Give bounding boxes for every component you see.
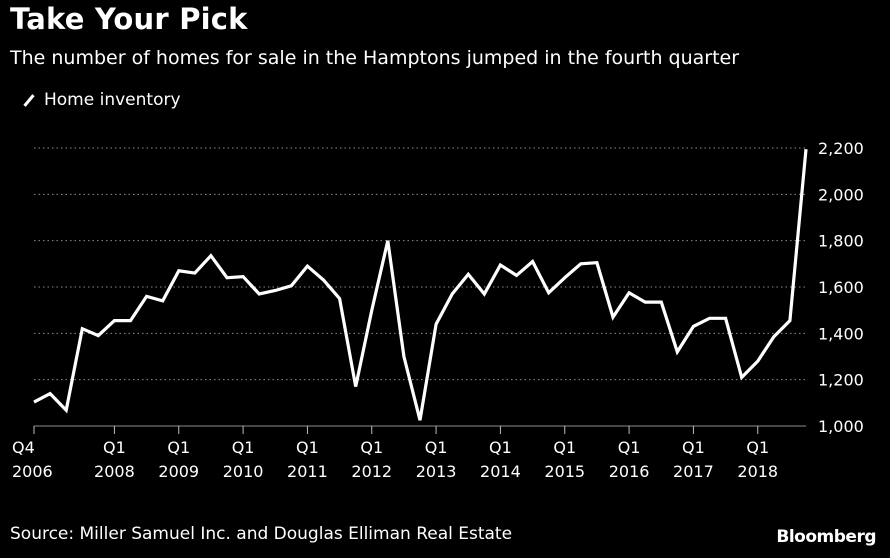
y-tick-label: 1,000 [818,417,864,436]
x-tick-label-quarter: Q4 [12,438,35,457]
x-tick-label-quarter: Q1 [103,438,126,457]
y-tick-label: 2,000 [818,185,864,204]
x-tick-label-year: 2006 [12,462,53,481]
x-tick-label-year: 2013 [416,462,457,481]
x-tick-label-quarter: Q1 [553,438,576,457]
legend-label: Home inventory [44,90,181,110]
y-axis: 1,000 1,200 1,400 1,600 1,800 2,000 2,200 [818,139,864,436]
x-tick-label-year: 2009 [158,462,199,481]
x-tick-label-year: 2018 [737,462,778,481]
x-tick-label-quarter: Q1 [296,438,319,457]
x-tick-label-year: 2016 [609,462,650,481]
y-tick-label: 1,200 [818,371,864,390]
x-tick-label-year: 2010 [223,462,264,481]
chart-title: Take Your Pick [10,2,248,36]
x-axis: Q4 2006 Q1 2008 Q1 2009 Q1 2010 Q1 2011 Q1 2012 Q1 20… [12,426,778,481]
y-tick-label: 1,800 [818,232,864,251]
x-tick-label-quarter: Q1 [360,438,383,457]
x-tick-label-quarter: Q1 [682,438,705,457]
y-tick-label: 1,600 [818,278,864,297]
source-note: Source: Miller Samuel Inc. and Douglas E… [10,524,513,544]
bloomberg-logo: Bloomberg [776,527,876,547]
x-tick-label-year: 2015 [544,462,585,481]
x-tick-label-quarter: Q1 [232,438,255,457]
y-tick-label: 1,400 [818,324,864,343]
x-tick-label-quarter: Q1 [746,438,769,457]
x-tick-label-quarter: Q1 [425,438,448,457]
x-tick-label-year: 2012 [351,462,392,481]
chart-subtitle: The number of homes for sale in the Hamp… [10,47,740,69]
x-tick-label-quarter: Q1 [618,438,641,457]
series-line-home-inventory [33,149,808,421]
series-layer [33,149,808,421]
y-tick-label: 2,200 [818,139,864,158]
x-tick-label-year: 2014 [480,462,521,481]
x-tick-label-quarter: Q1 [167,438,190,457]
x-tick-label-year: 2008 [94,462,135,481]
grid-layer [34,147,806,427]
legend: Home inventory [22,90,181,110]
x-tick-label-year: 2011 [287,462,328,481]
x-tick-label-quarter: Q1 [489,438,512,457]
x-tick-label-year: 2017 [673,462,714,481]
